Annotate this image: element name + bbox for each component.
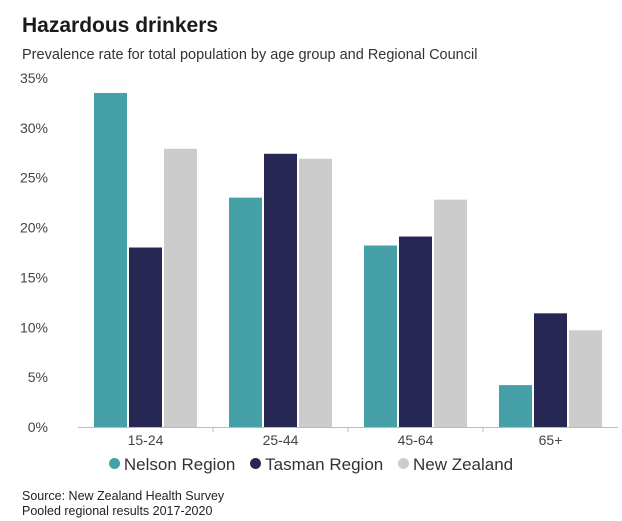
bar-new-zealand-65+ [569,330,602,427]
y-tick-label: 15% [20,269,48,285]
x-tick-label: 15-24 [128,432,164,448]
legend-item-tasman: Tasman Region [250,455,383,475]
y-tick-label: 20% [20,220,48,236]
bar-nelson-region-15-24 [94,92,127,427]
source-line: Source: New Zealand Health Survey [22,489,225,503]
legend-item-nelson: Nelson Region [108,455,236,475]
bar-new-zealand-25-44 [299,158,332,428]
bar-tasman-region-15-24 [129,247,162,427]
y-tick-label: 30% [20,120,48,136]
x-tick-label: 45-64 [398,432,434,448]
legend-label-new-zealand: New Zealand [412,455,514,474]
chart-subtitle: Prevalence rate for total population by … [22,47,478,63]
source-note: Source: New Zealand Health Survey Pooled… [22,489,224,519]
x-tick-label: 65+ [539,432,563,448]
y-tick-label: 0% [28,419,48,435]
bar-new-zealand-15-24 [164,148,197,427]
chart-title: Hazardous drinkers [22,14,219,37]
bar-tasman-region-25-44 [264,153,297,428]
x-tick-label: 25-44 [263,432,299,448]
y-tick-label: 25% [20,170,48,186]
y-tick-label: 5% [28,369,48,385]
bar-chart: 0% 5% 10% 15% 20% 25% 30% 35% 15-24 25-44 45-64 65+ [20,70,618,448]
bar-tasman-region-65+ [534,313,567,427]
bar-nelson-region-65+ [499,385,532,427]
legend-swatch-tasman [250,458,262,469]
legend-label-tasman: Tasman Region [265,455,384,474]
pooled-results-line: Pooled regional results 2017-2020 [22,504,213,518]
legend: Nelson Region Tasman Region New Zealand [0,455,622,475]
bar-new-zealand-45-64 [434,199,467,427]
bar-nelson-region-45-64 [364,245,397,427]
legend-label-nelson: Nelson Region [123,455,236,474]
y-tick-label: 35% [20,70,48,86]
bar-tasman-region-45-64 [399,236,432,427]
legend-swatch-nelson [108,458,120,469]
legend-swatch-new-zealand [397,458,409,469]
bar-nelson-region-25-44 [229,197,262,427]
y-tick-label: 10% [20,319,48,335]
legend-item-new-zealand: New Zealand [397,455,514,475]
